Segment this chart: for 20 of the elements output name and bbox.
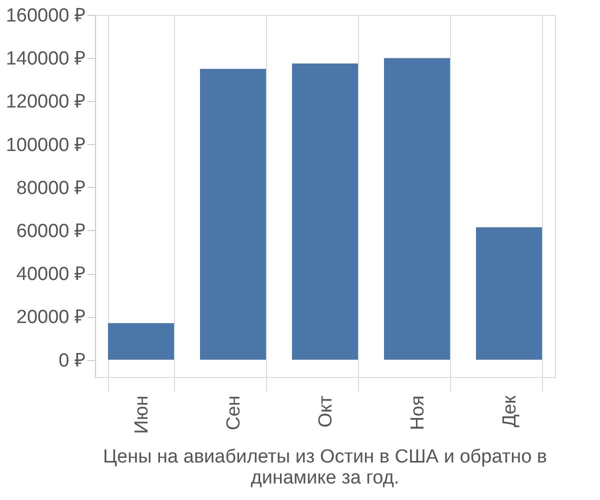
x-tick-label: Июн: [132, 396, 152, 434]
text: Цены на авиабилеты из Остин в США и обратно в динамике за год.: [102, 446, 548, 488]
y-tick-label: 20000 ₽: [16, 307, 86, 328]
x-tick-label: Сен: [224, 396, 244, 430]
bar: [200, 68, 266, 360]
y-tick-label: 140000 ₽: [6, 48, 86, 70]
y-tick-label: 160000 ₽: [6, 6, 86, 26]
y-tick-label: 0 ₽: [58, 350, 86, 372]
bar: [108, 323, 174, 360]
x-tick-label: Окт: [316, 395, 336, 428]
y-tick-label: 80000 ₽: [16, 178, 86, 199]
x-tick-label: Дек: [500, 394, 520, 428]
bar: [384, 58, 450, 360]
y-tick-label: 120000 ₽: [6, 92, 86, 113]
y-tick-label: 40000 ₽: [16, 264, 86, 286]
bar: [292, 63, 358, 360]
y-tick-label: 60000 ₽: [16, 220, 86, 242]
bar: [476, 227, 542, 360]
y-tick-label: 100000 ₽: [6, 134, 86, 156]
x-tick-label: Ноя: [408, 396, 428, 430]
